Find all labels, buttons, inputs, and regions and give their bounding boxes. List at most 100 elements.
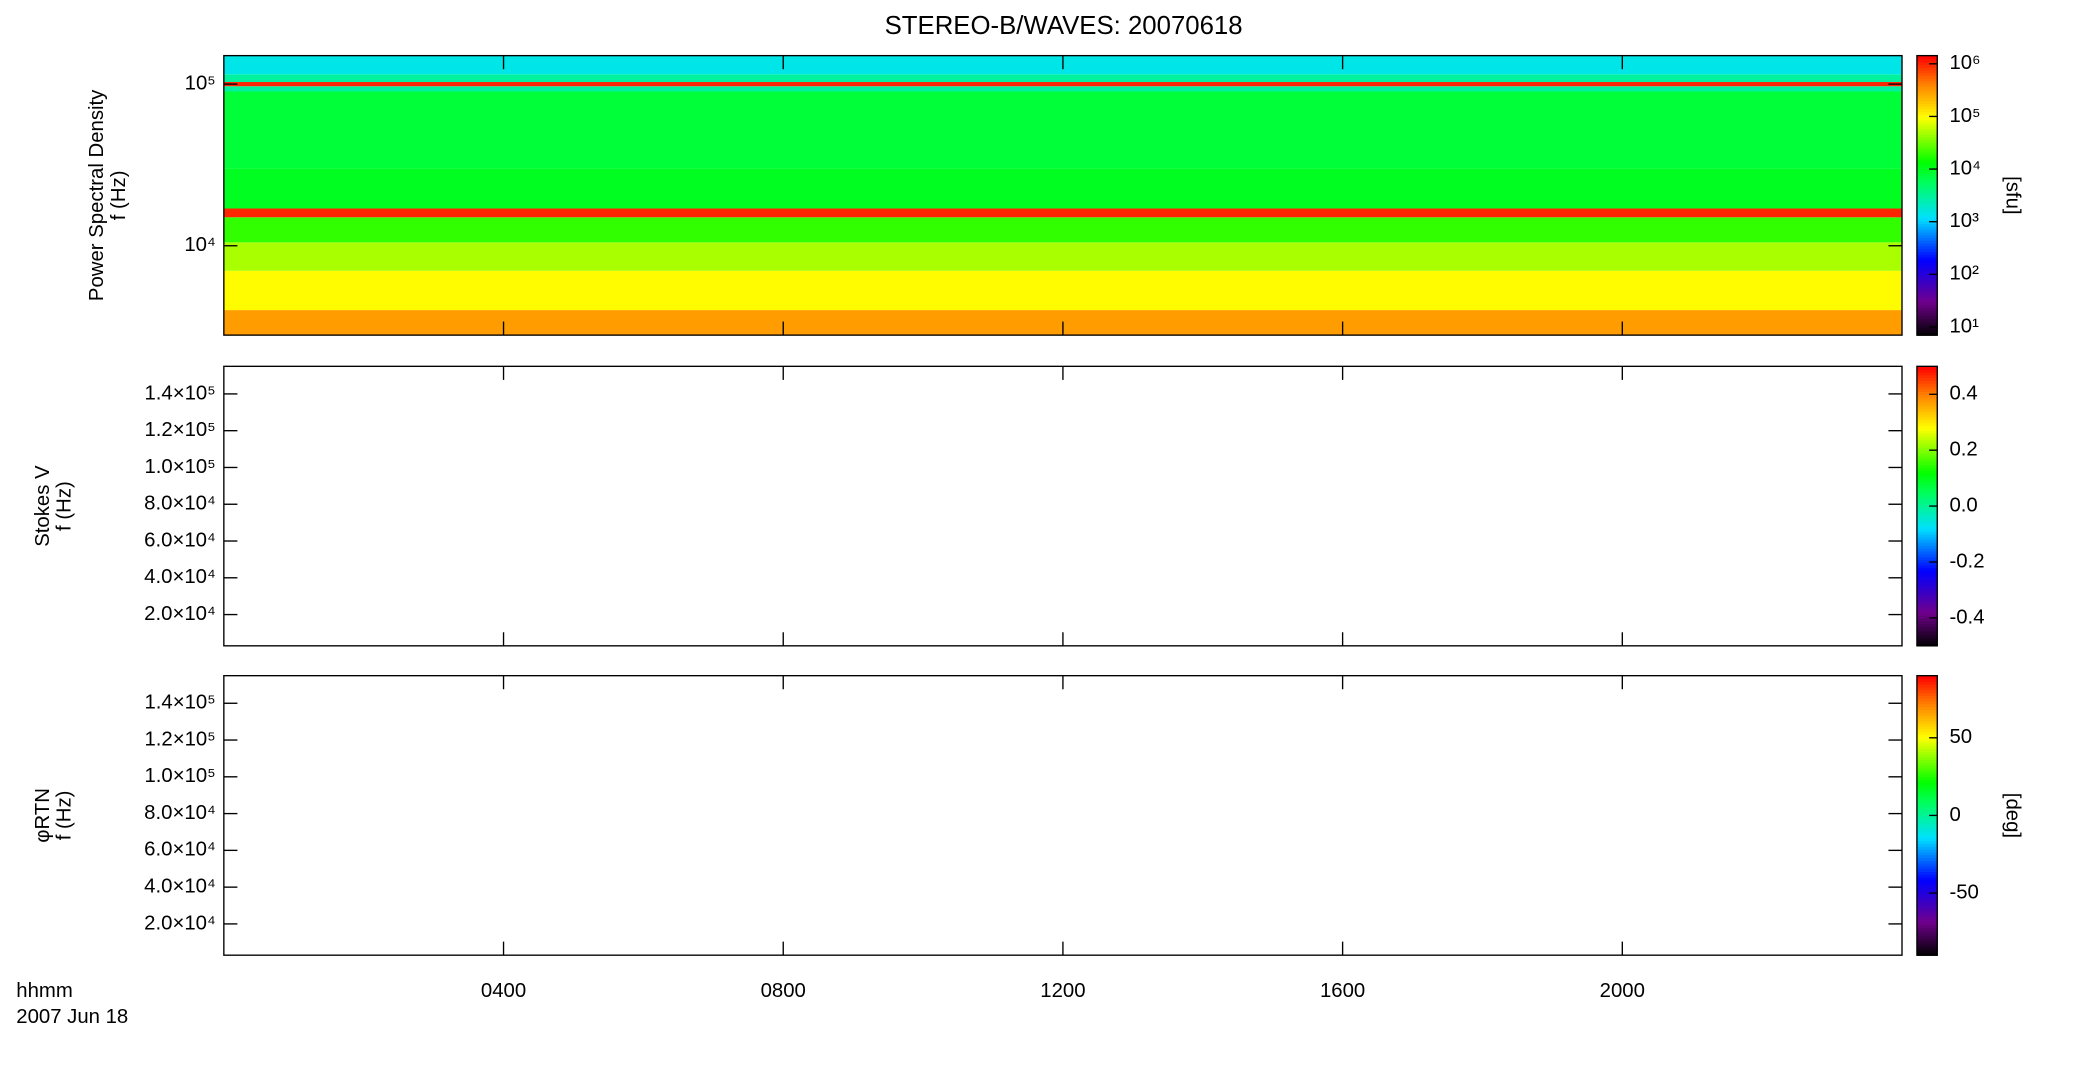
colorbar-swatch [1916, 430, 1938, 435]
colorbar-swatch [1916, 921, 1938, 926]
colorbar-tick-label: 0.4 [1949, 383, 1977, 405]
colorbar-swatch [1916, 829, 1938, 833]
colorbar-swatch [1916, 924, 1938, 928]
colorbar-swatch [1916, 466, 1938, 471]
colorbar-swatch [1916, 542, 1938, 546]
colorbar-swatch [1916, 629, 1938, 633]
colorbar-swatch [1916, 206, 1938, 211]
colorbar-swatch [1916, 287, 1938, 292]
colorbar-swatch [1916, 862, 1938, 867]
colorbar-swatch [1916, 840, 1938, 845]
colorbar-swatch [1916, 681, 1938, 685]
colorbar-swatch [1916, 821, 1938, 825]
colorbar-swatch [1916, 631, 1938, 636]
colorbar-swatch [1916, 156, 1938, 160]
heatmap-cell [223, 242, 1903, 271]
colorbar-swatch [1916, 254, 1938, 258]
colorbar-swatch [1916, 175, 1938, 180]
colorbar-swatch [1916, 318, 1938, 322]
colorbar-swatch [1916, 248, 1938, 252]
colorbar-swatch [1916, 234, 1938, 238]
colorbar-swatch [1916, 623, 1938, 627]
colorbar-swatch [1916, 793, 1938, 797]
colorbar-swatch [1916, 857, 1938, 861]
colorbar-swatch [1916, 321, 1938, 325]
colorbar-swatch [1916, 592, 1938, 597]
colorbar-swatch [1916, 259, 1938, 264]
colorbar-swatch [1916, 879, 1938, 884]
colorbar-swatch [1916, 58, 1938, 62]
colorbar-tick-label: -0.2 [1949, 550, 1984, 572]
colorbar-swatch [1916, 525, 1938, 530]
colorbar-swatch [1916, 461, 1938, 465]
colorbar-swatch [1916, 402, 1938, 407]
colorbar-swatch [1916, 896, 1938, 900]
colorbar-swatch [1916, 807, 1938, 811]
colorbar-swatch [1916, 739, 1938, 744]
colorbar-swatch [1916, 385, 1938, 390]
colorbar-swatch [1916, 142, 1938, 146]
colorbar-swatch [1916, 170, 1938, 174]
colorbar-swatch [1916, 826, 1938, 831]
colorbar-swatch [1916, 425, 1938, 429]
colorbar-swatch [1916, 868, 1938, 873]
colorbar-swatch [1916, 237, 1938, 241]
colorbar-swatch [1916, 268, 1938, 272]
colorbar-swatch [1916, 626, 1938, 630]
colorbar-swatch [1916, 380, 1938, 384]
colorbar-swatch [1916, 765, 1938, 769]
colorbar-swatch [1916, 391, 1938, 395]
colorbar-swatch [1916, 282, 1938, 286]
colorbar-swatch [1916, 189, 1938, 194]
y-tick-label: 6.0×10⁴ [144, 529, 216, 551]
colorbar-swatch [1916, 422, 1938, 426]
colorbar-tick-label: 10⁶ [1949, 52, 1980, 74]
colorbar-swatch [1916, 377, 1938, 381]
colorbar-swatch [1916, 458, 1938, 463]
colorbar-swatch [1916, 854, 1938, 859]
y-tick-label: 8.0×10⁴ [144, 802, 216, 824]
colorbar-swatch [1916, 181, 1938, 185]
colorbar-swatch [1916, 678, 1938, 682]
heatmap-cell [223, 74, 1903, 83]
colorbar-swatch [1916, 809, 1938, 814]
colorbar-swatch [1916, 472, 1938, 477]
colorbar-swatch [1916, 904, 1938, 909]
colorbar-swatch [1916, 214, 1938, 219]
colorbar-swatch [1916, 131, 1938, 135]
colorbar-swatch [1916, 273, 1938, 278]
colorbar-swatch [1916, 323, 1938, 328]
colorbar-swatch [1916, 94, 1938, 99]
colorbar-swatch [1916, 689, 1938, 694]
colorbar-swatch [1916, 584, 1938, 588]
colorbar-swatch [1916, 728, 1938, 733]
colorbar-swatch [1916, 603, 1938, 608]
colorbar-swatch [1916, 270, 1938, 275]
colorbar-swatch [1916, 228, 1938, 233]
colorbar-swatch [1916, 332, 1938, 336]
colorbar-swatch [1916, 556, 1938, 560]
heatmap-cell [223, 168, 1903, 209]
colorbar-swatch [1916, 941, 1938, 945]
heatmap-cell [223, 91, 1903, 169]
colorbar-swatch [1916, 723, 1938, 727]
colorbar-swatch [1916, 832, 1938, 836]
colorbar-swatch [1916, 159, 1938, 163]
colorbar-swatch [1916, 888, 1938, 892]
colorbar-swatch [1916, 161, 1938, 166]
colorbar-swatch [1916, 240, 1938, 244]
colorbar-tick-label: 0.2 [1949, 439, 1977, 461]
colorbar-tick-label: 10² [1949, 263, 1979, 285]
colorbar-swatch [1916, 413, 1938, 418]
colorbar-swatch [1916, 902, 1938, 906]
colorbar-swatch [1916, 573, 1938, 577]
colorbar-swatch [1916, 220, 1938, 225]
colorbar-swatch [1916, 262, 1938, 266]
colorbar-swatch [1916, 475, 1938, 479]
colorbar-swatch [1916, 567, 1938, 572]
colorbar-swatch [1916, 692, 1938, 696]
colorbar-swatch [1916, 753, 1938, 758]
colorbar-swatch [1916, 97, 1938, 102]
colorbar-tick-label: -0.4 [1949, 606, 1984, 628]
colorbar-swatch [1916, 935, 1938, 940]
